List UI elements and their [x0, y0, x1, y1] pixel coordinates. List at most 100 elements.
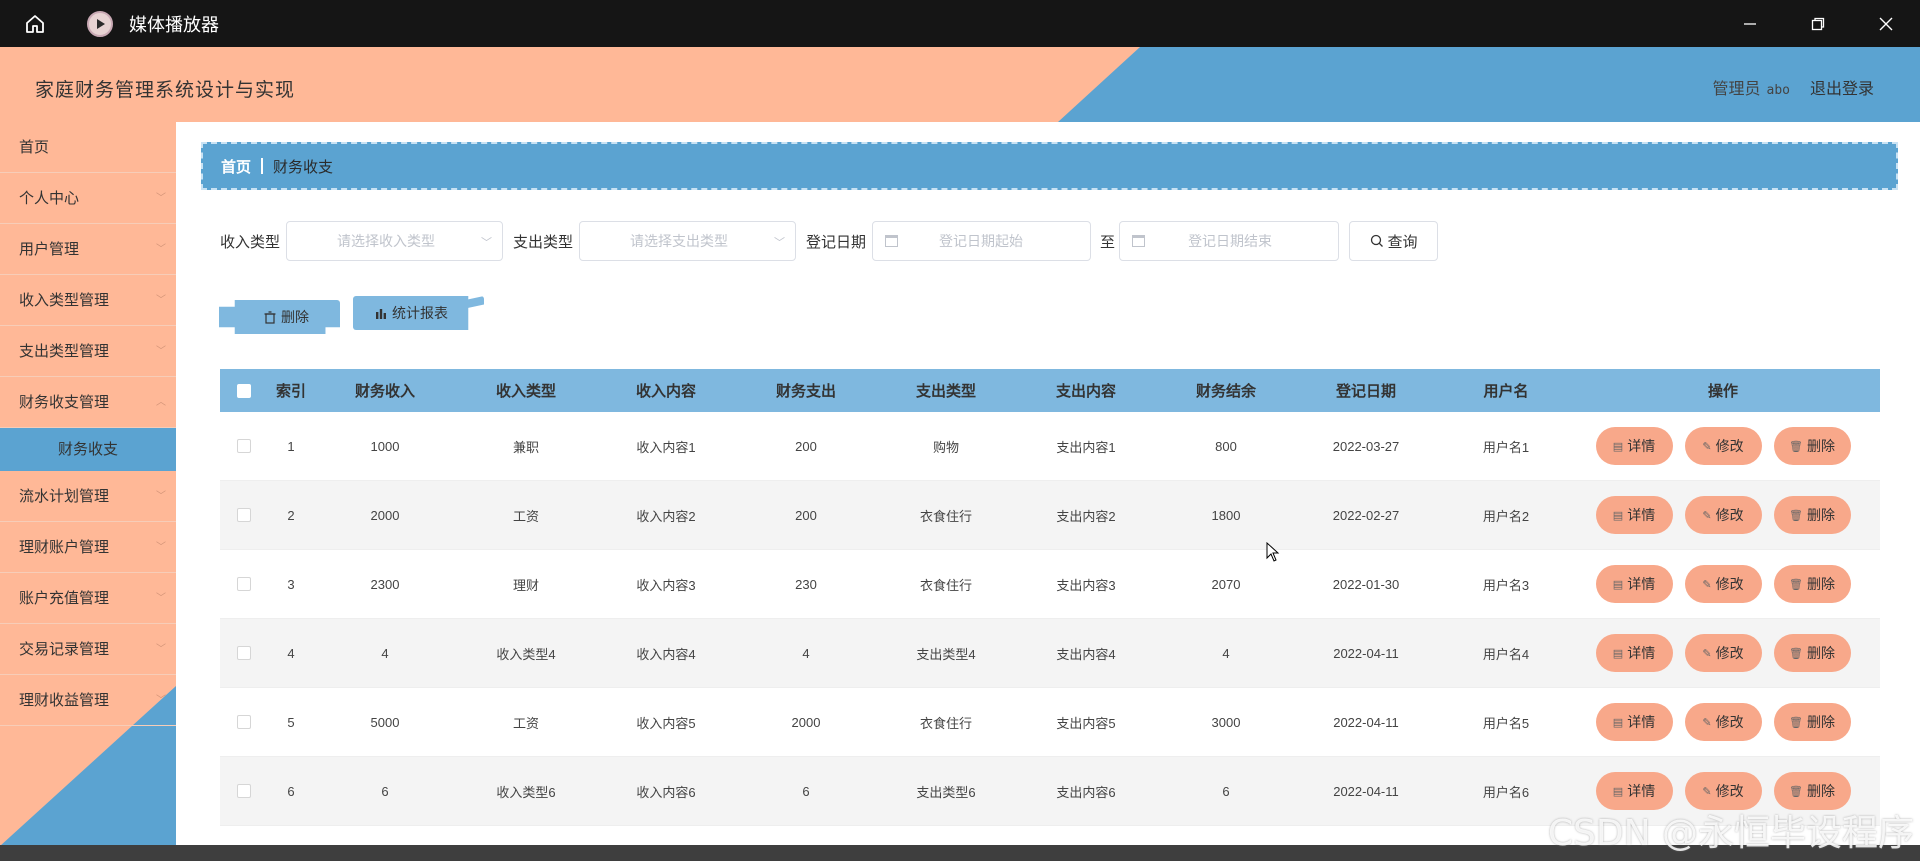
- user-role: 管理员: [1712, 81, 1761, 98]
- minimize-button[interactable]: [1716, 0, 1784, 47]
- date-start-input[interactable]: 登记日期起始: [872, 221, 1092, 261]
- header-decoration: [0, 47, 1140, 122]
- table-row: 2 2000 工资 收入内容2 200 衣食住行 支出内容2 1800 2022-02-27 用户…: [220, 481, 1880, 550]
- breadcrumb-home[interactable]: 首页: [221, 158, 252, 176]
- edit-icon: ✎: [1702, 440, 1712, 453]
- restore-button[interactable]: [1784, 0, 1852, 47]
- delete-button[interactable]: 🗑 删除: [1773, 703, 1851, 741]
- statistics-report-button[interactable]: 统计报表: [353, 296, 484, 330]
- income-type-select[interactable]: 请选择收入类型 ﹀: [286, 221, 504, 261]
- chevron-down-icon: ﹀: [156, 295, 166, 306]
- detail-button[interactable]: ▤ 详情: [1595, 496, 1673, 534]
- row-checkbox[interactable]: [237, 784, 251, 798]
- sidebar-item-investment-account-management[interactable]: 理财账户管理 ﹀: [0, 522, 176, 573]
- batch-delete-button[interactable]: 删除: [219, 300, 340, 334]
- sidebar-item-user-management[interactable]: 用户管理 ﹀: [0, 224, 176, 275]
- column-header: 财务支出: [775, 383, 836, 400]
- sidebar-item-transaction-management[interactable]: 交易记录管理 ﹀: [0, 624, 176, 675]
- detail-button[interactable]: ▤ 详情: [1595, 703, 1673, 741]
- delete-button[interactable]: 🗑 删除: [1773, 565, 1851, 603]
- trash-icon: [264, 310, 276, 324]
- expense-type-select[interactable]: 请选择支出类型 ﹀: [579, 221, 797, 261]
- sidebar-item-investment-income-management[interactable]: 理财收益管理 ﹀: [0, 675, 176, 726]
- edit-button[interactable]: ✎ 修改: [1684, 772, 1762, 810]
- table-cell: 230: [795, 576, 817, 592]
- statistics-report-label: 统计报表: [392, 305, 448, 321]
- delete-label: 删除: [1806, 714, 1835, 730]
- breadcrumb-current: 财务收支: [273, 158, 334, 176]
- delete-button[interactable]: 🗑 删除: [1773, 772, 1851, 810]
- row-checkbox[interactable]: [237, 646, 251, 660]
- sidebar-item-cashflow-plan-management[interactable]: 流水计划管理 ﹀: [0, 471, 176, 522]
- close-button[interactable]: [1852, 0, 1920, 47]
- table-cell: 1000: [370, 438, 400, 454]
- detail-button[interactable]: ▤ 详情: [1595, 772, 1673, 810]
- date-end-input[interactable]: 登记日期结束: [1119, 221, 1340, 261]
- table-cell: 2: [287, 507, 295, 523]
- batch-delete-label: 删除: [281, 309, 309, 325]
- query-button[interactable]: 查询: [1349, 221, 1439, 261]
- chevron-down-icon: ﹀: [156, 542, 166, 553]
- table-cell: 收入内容1: [636, 439, 696, 455]
- delete-button[interactable]: 🗑 删除: [1773, 427, 1851, 465]
- edit-button[interactable]: ✎ 修改: [1684, 703, 1762, 741]
- table-cell: 支出内容2: [1056, 508, 1116, 524]
- table-cell: 4: [1222, 645, 1230, 661]
- chevron-down-icon: ﹀: [156, 491, 166, 502]
- detail-button[interactable]: ▤ 详情: [1595, 634, 1673, 672]
- sidebar-item-finance-management[interactable]: 财务收支管理 ︿: [0, 377, 176, 428]
- table-cell: 理财: [512, 577, 539, 593]
- document-icon: ▤: [1612, 647, 1624, 660]
- sidebar-item-income-type-management[interactable]: 收入类型管理 ﹀: [0, 275, 176, 326]
- edit-button[interactable]: ✎ 修改: [1684, 496, 1762, 534]
- trash-icon: 🗑: [1789, 716, 1803, 729]
- sidebar-item-label: 账户充值管理: [19, 590, 110, 607]
- edit-icon: ✎: [1702, 578, 1712, 591]
- breadcrumb: 首页 财务收支: [201, 142, 1898, 190]
- sidebar-subitem-finance[interactable]: 财务收支: [0, 428, 176, 471]
- logout-link[interactable]: 退出登录: [1809, 81, 1874, 98]
- edit-button[interactable]: ✎ 修改: [1684, 634, 1762, 672]
- row-checkbox[interactable]: [237, 439, 251, 453]
- table-cell: 3000: [1211, 714, 1241, 730]
- calendar-icon: [1132, 235, 1146, 247]
- row-checkbox[interactable]: [237, 715, 251, 729]
- table-row: 4 4 收入类型4 收入内容4 4 支出类型4 支出内容4 4 2022-04-11 用户名4 ▤ 详…: [220, 619, 1880, 688]
- row-checkbox[interactable]: [237, 508, 251, 522]
- edit-button[interactable]: ✎ 修改: [1684, 565, 1762, 603]
- delete-button[interactable]: 🗑 删除: [1773, 496, 1851, 534]
- delete-label: 删除: [1806, 576, 1835, 592]
- calendar-icon: [885, 235, 899, 247]
- sidebar-item-label: 财务收支管理: [19, 394, 110, 411]
- table-cell: 2070: [1211, 576, 1241, 592]
- trash-icon: 🗑: [1789, 440, 1803, 453]
- document-icon: ▤: [1612, 440, 1624, 453]
- detail-button[interactable]: ▤ 详情: [1595, 565, 1673, 603]
- document-icon: ▤: [1612, 578, 1624, 591]
- table-cell: 收入类型4: [496, 646, 556, 662]
- detail-button[interactable]: ▤ 详情: [1595, 427, 1673, 465]
- edit-button[interactable]: ✎ 修改: [1684, 427, 1762, 465]
- table-cell: 2300: [370, 576, 400, 592]
- edit-label: 修改: [1715, 576, 1744, 592]
- window-title: 媒体播放器: [129, 14, 219, 36]
- row-select-cell: [220, 646, 268, 660]
- date-end-placeholder: 登记日期结束: [1188, 233, 1273, 249]
- delete-button[interactable]: 🗑 删除: [1773, 634, 1851, 672]
- sidebar-item-personal-center[interactable]: 个人中心 ﹀: [0, 173, 176, 224]
- select-all-checkbox[interactable]: [237, 383, 251, 398]
- home-icon[interactable]: [23, 12, 47, 36]
- table-cell: 2000: [370, 507, 400, 523]
- bar-chart-icon: [376, 309, 386, 319]
- table-row: 6 6 收入类型6 收入内容6 6 支出类型6 支出内容6 6 2022-04-11 用户名6 ▤ 详…: [220, 757, 1880, 826]
- row-checkbox[interactable]: [237, 577, 251, 591]
- sidebar-item-home[interactable]: 首页: [0, 122, 176, 173]
- column-header: 支出类型: [915, 383, 976, 400]
- table-cell: 衣食住行: [919, 508, 972, 524]
- sidebar-item-label: 首页: [19, 139, 50, 156]
- sidebar-item-expense-type-management[interactable]: 支出类型管理 ﹀: [0, 326, 176, 377]
- chevron-down-icon: ﹀: [156, 193, 166, 204]
- sidebar-item-recharge-management[interactable]: 账户充值管理 ﹀: [0, 573, 176, 624]
- row-select-cell: [220, 715, 268, 729]
- chevron-down-icon: ﹀: [774, 237, 786, 249]
